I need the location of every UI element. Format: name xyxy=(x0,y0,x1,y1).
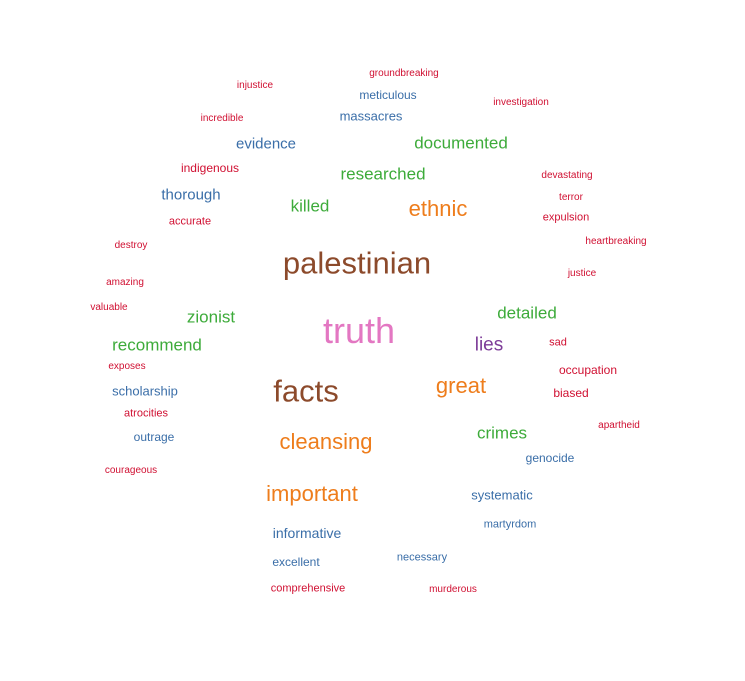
word: systematic xyxy=(471,487,533,503)
word: important xyxy=(266,481,358,506)
word: expulsion xyxy=(542,211,590,224)
word: crimes xyxy=(476,423,528,443)
word: truth xyxy=(322,310,396,351)
word: martyrdom xyxy=(483,518,537,531)
word: great xyxy=(435,373,487,398)
word: documented xyxy=(414,133,508,153)
word: investigation xyxy=(493,97,549,108)
word: heartbreaking xyxy=(585,236,647,247)
word: outrage xyxy=(133,430,175,444)
word: scholarship xyxy=(112,383,178,399)
word: indigenous xyxy=(180,161,240,175)
word: palestinian xyxy=(282,245,432,281)
word: biased xyxy=(553,386,589,400)
word: groundbreaking xyxy=(369,68,439,79)
word: informative xyxy=(272,525,342,541)
word: valuable xyxy=(90,302,128,313)
word: necessary xyxy=(396,551,448,564)
word: meticulous xyxy=(359,88,417,102)
word: cleansing xyxy=(279,429,373,454)
word: zionist xyxy=(186,307,236,327)
word: courageous xyxy=(104,465,158,476)
word: justice xyxy=(567,268,597,279)
word: injustice xyxy=(236,80,274,91)
word: atrocities xyxy=(123,407,169,420)
word: excellent xyxy=(272,555,320,569)
word: detailed xyxy=(497,303,557,323)
word: massacres xyxy=(339,108,403,124)
word: terror xyxy=(559,192,583,203)
word: apartheid xyxy=(598,420,640,431)
word: murderous xyxy=(429,584,477,595)
word: devastating xyxy=(541,170,593,181)
word: occupation xyxy=(558,363,618,377)
word: sad xyxy=(549,336,567,349)
word: exposes xyxy=(108,361,146,372)
word: recommend xyxy=(112,335,202,355)
word: amazing xyxy=(106,277,144,288)
word: thorough xyxy=(161,186,221,204)
word: evidence xyxy=(235,135,297,153)
word: ethnic xyxy=(408,196,468,221)
word: comprehensive xyxy=(270,582,346,595)
word: facts xyxy=(273,373,339,409)
word: accurate xyxy=(168,215,212,228)
word: genocide xyxy=(525,451,575,465)
word: researched xyxy=(340,164,426,184)
word: killed xyxy=(290,196,330,216)
word: lies xyxy=(474,334,504,356)
word: incredible xyxy=(200,113,244,124)
word: destroy xyxy=(114,240,148,251)
